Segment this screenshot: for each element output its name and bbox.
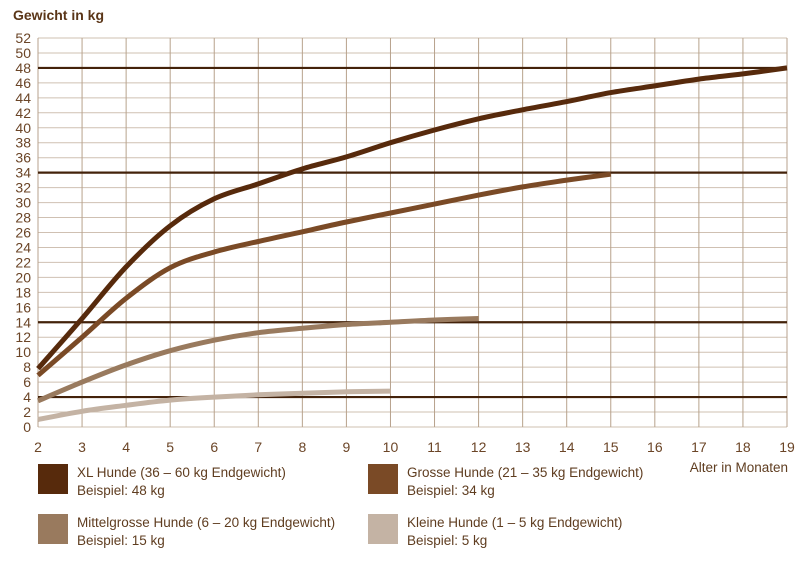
svg-text:38: 38	[15, 135, 31, 151]
x-tick-labels: 2 3 4 5 6 7 8 9 10 11 12 13 14 15 16 17 18 19	[34, 439, 795, 455]
svg-text:40: 40	[15, 120, 31, 136]
grid-horizontal-lines	[38, 37, 787, 428]
legend-item-mittelgrosse-hunde: Mittelgrosse Hunde (6 – 20 kg Endgewicht…	[38, 514, 335, 550]
svg-text:12: 12	[15, 329, 31, 345]
legend-swatch-grosse-hunde	[368, 464, 398, 494]
svg-text:2: 2	[23, 404, 31, 420]
svg-text:8: 8	[298, 439, 306, 455]
svg-text:11: 11	[427, 439, 442, 455]
legend-item-kleine-hunde: Kleine Hunde (1 – 5 kg Endgewicht) Beisp…	[368, 514, 622, 550]
svg-text:4: 4	[122, 439, 130, 455]
growth-chart: 0246810121416182022242628303234363840424…	[15, 30, 795, 455]
svg-text:12: 12	[471, 439, 487, 455]
svg-text:50: 50	[15, 45, 31, 61]
svg-text:9: 9	[343, 439, 351, 455]
legend-swatch-mittelgrosse-hunde	[38, 514, 68, 544]
svg-text:34: 34	[15, 165, 31, 181]
legend-swatch-kleine-hunde	[368, 514, 398, 544]
y-tick-labels: 0246810121416182022242628303234363840424…	[15, 30, 31, 435]
y-axis-title: Gewicht in kg	[13, 7, 105, 23]
svg-text:10: 10	[15, 344, 31, 360]
svg-text:42: 42	[15, 105, 31, 121]
legend-item-xl-hunde: XL Hunde (36 – 60 kg Endgewicht) Beispie…	[38, 464, 286, 500]
growth-curve-0	[36, 65, 788, 371]
legend-label-xl-hunde: XL Hunde (36 – 60 kg Endgewicht)	[77, 465, 286, 480]
svg-text:24: 24	[15, 239, 31, 255]
x-axis-title: Alter in Monaten	[689, 460, 788, 475]
growth-curve-1	[36, 171, 612, 378]
legend-item-grosse-hunde: Grosse Hunde (21 – 35 kg Endgewicht) Bei…	[368, 464, 643, 500]
svg-text:46: 46	[15, 75, 31, 91]
legend-label-grosse-hunde: Grosse Hunde (21 – 35 kg Endgewicht)	[407, 465, 644, 480]
svg-text:3: 3	[78, 439, 86, 455]
legend-example-xl-hunde: Beispiel: 48 kg	[77, 483, 165, 498]
svg-text:20: 20	[15, 269, 31, 285]
svg-text:30: 30	[15, 195, 31, 211]
svg-text:19: 19	[779, 439, 795, 455]
svg-text:22: 22	[15, 254, 31, 270]
svg-text:48: 48	[15, 60, 31, 76]
svg-text:28: 28	[15, 210, 31, 226]
svg-text:6: 6	[210, 439, 218, 455]
svg-text:26: 26	[15, 225, 31, 241]
growth-curve-2	[37, 316, 479, 404]
growth-curve-3	[37, 388, 391, 422]
legend-label-kleine-hunde: Kleine Hunde (1 – 5 kg Endgewicht)	[407, 515, 623, 530]
svg-text:15: 15	[603, 439, 619, 455]
svg-text:0: 0	[23, 419, 31, 435]
svg-text:2: 2	[34, 439, 42, 455]
svg-text:16: 16	[647, 439, 663, 455]
svg-text:16: 16	[15, 299, 31, 315]
svg-text:8: 8	[23, 359, 31, 375]
svg-text:5: 5	[166, 439, 174, 455]
svg-text:6: 6	[23, 374, 31, 390]
svg-text:52: 52	[15, 30, 31, 46]
legend-label-mittelgrosse-hunde: Mittelgrosse Hunde (6 – 20 kg Endgewicht…	[77, 515, 336, 530]
legend-example-mittelgrosse-hunde: Beispiel: 15 kg	[77, 533, 165, 548]
svg-text:14: 14	[559, 439, 575, 455]
svg-text:13: 13	[515, 439, 531, 455]
svg-text:18: 18	[15, 284, 31, 300]
svg-text:4: 4	[23, 389, 31, 405]
svg-text:36: 36	[15, 150, 31, 166]
legend-example-kleine-hunde: Beispiel: 5 kg	[407, 533, 488, 548]
series-curves	[36, 65, 788, 422]
svg-text:10: 10	[383, 439, 399, 455]
legend-swatch-xl-hunde	[38, 464, 68, 494]
svg-text:44: 44	[15, 90, 31, 106]
svg-text:14: 14	[15, 314, 31, 330]
svg-text:18: 18	[735, 439, 751, 455]
legend-example-grosse-hunde: Beispiel: 34 kg	[407, 483, 495, 498]
svg-text:32: 32	[15, 180, 31, 196]
svg-text:17: 17	[691, 439, 707, 455]
svg-text:7: 7	[254, 439, 262, 455]
